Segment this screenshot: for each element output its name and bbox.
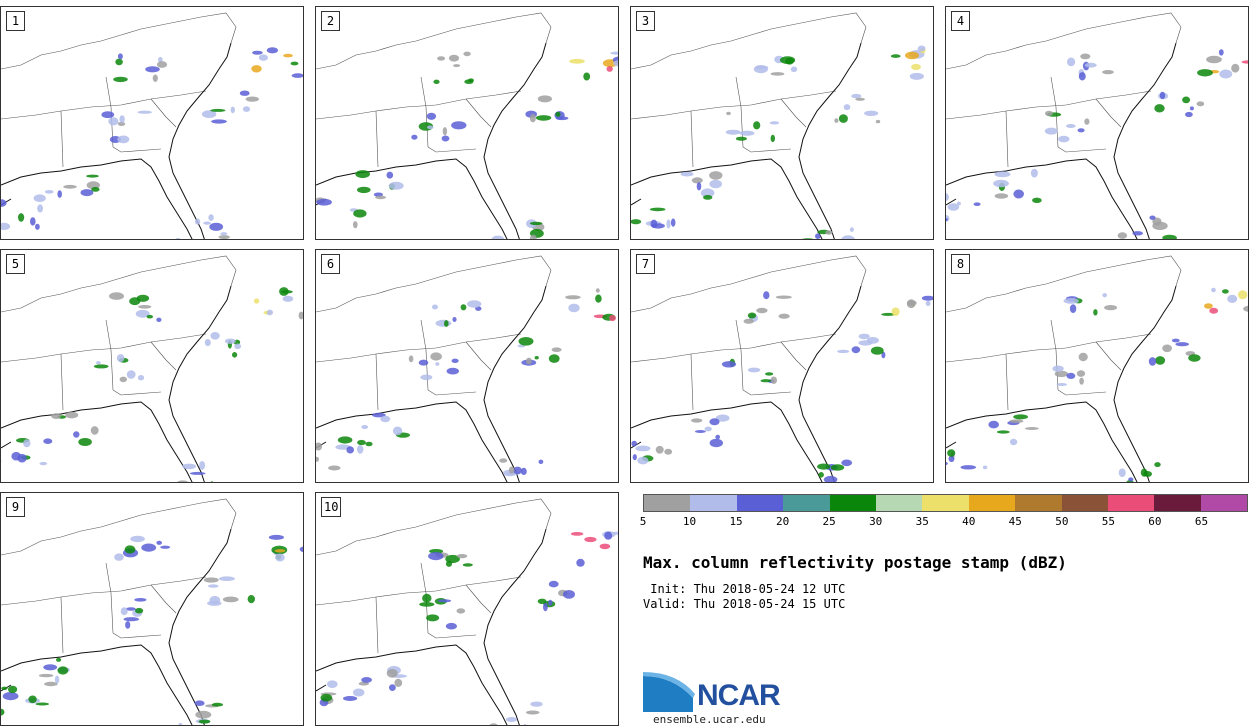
member-number: 3	[636, 11, 655, 31]
colorbar-segment	[875, 495, 923, 511]
member-number: 7	[636, 254, 655, 274]
colorbar-segment	[736, 495, 784, 511]
colorbar-segment	[922, 495, 969, 511]
reflectivity-colorbar	[643, 494, 1248, 512]
ensemble-member-panel: 10	[315, 492, 619, 726]
colorbar-tick: 5	[639, 515, 647, 528]
colorbar-tick: 65	[1194, 515, 1209, 528]
colorbar-tick: 20	[775, 515, 790, 528]
colorbar-tick: 35	[915, 515, 929, 528]
logo-url: ensemble.ucar.edu	[653, 713, 766, 726]
colorbar-tick: 25	[822, 515, 836, 528]
colorbar-tick-labels: 5 10 15 20 25 30 35 40 45 50 55 60 65	[639, 515, 1248, 529]
colorbar-segment	[690, 495, 737, 511]
ensemble-member-panel: 7	[630, 249, 934, 483]
ensemble-member-panel: 6	[315, 249, 619, 483]
page-title: Max. column reflectivity postage stamp (…	[643, 553, 1067, 572]
colorbar-segment	[1107, 495, 1155, 511]
colorbar-segment	[829, 495, 876, 511]
colorbar-tick: 60	[1148, 515, 1162, 528]
colorbar-segment	[783, 495, 830, 511]
colorbar-segment	[644, 495, 691, 511]
valid-time: Valid: Thu 2018-05-24 15 UTC	[643, 597, 846, 611]
ensemble-member-panel: 3	[630, 6, 934, 240]
colorbar-tick: 45	[1008, 515, 1022, 528]
ensemble-member-panel: 8	[945, 249, 1249, 483]
colorbar-segment	[1154, 495, 1201, 511]
colorbar-segment	[1015, 495, 1062, 511]
member-number: 1	[6, 11, 25, 31]
colorbar-tick: 30	[869, 515, 883, 528]
logo-text: NCAR	[697, 679, 781, 712]
member-number: 2	[321, 11, 340, 31]
ensemble-member-panel: 2	[315, 6, 619, 240]
member-number: 4	[951, 11, 970, 31]
member-number: 10	[321, 497, 342, 517]
colorbar-tick: 50	[1055, 515, 1069, 528]
member-number: 9	[6, 497, 25, 517]
colorbar-segment	[1061, 495, 1108, 511]
colorbar-tick: 15	[729, 515, 743, 528]
ensemble-member-panel: 9	[0, 492, 304, 726]
ensemble-member-panel: 4	[945, 6, 1249, 240]
member-number: 5	[6, 254, 25, 274]
member-number: 8	[951, 254, 970, 274]
colorbar-tick: 40	[962, 515, 976, 528]
colorbar-segment	[968, 495, 1016, 511]
ncar-logo-icon	[643, 672, 695, 712]
ensemble-member-panel: 5	[0, 249, 304, 483]
member-number: 6	[321, 254, 340, 274]
colorbar-tick: 55	[1101, 515, 1115, 528]
ensemble-member-panel: 1	[0, 6, 304, 240]
colorbar-tick: 10	[682, 515, 697, 528]
init-time: Init: Thu 2018-05-24 12 UTC	[643, 582, 846, 596]
colorbar-segment	[1200, 495, 1248, 511]
